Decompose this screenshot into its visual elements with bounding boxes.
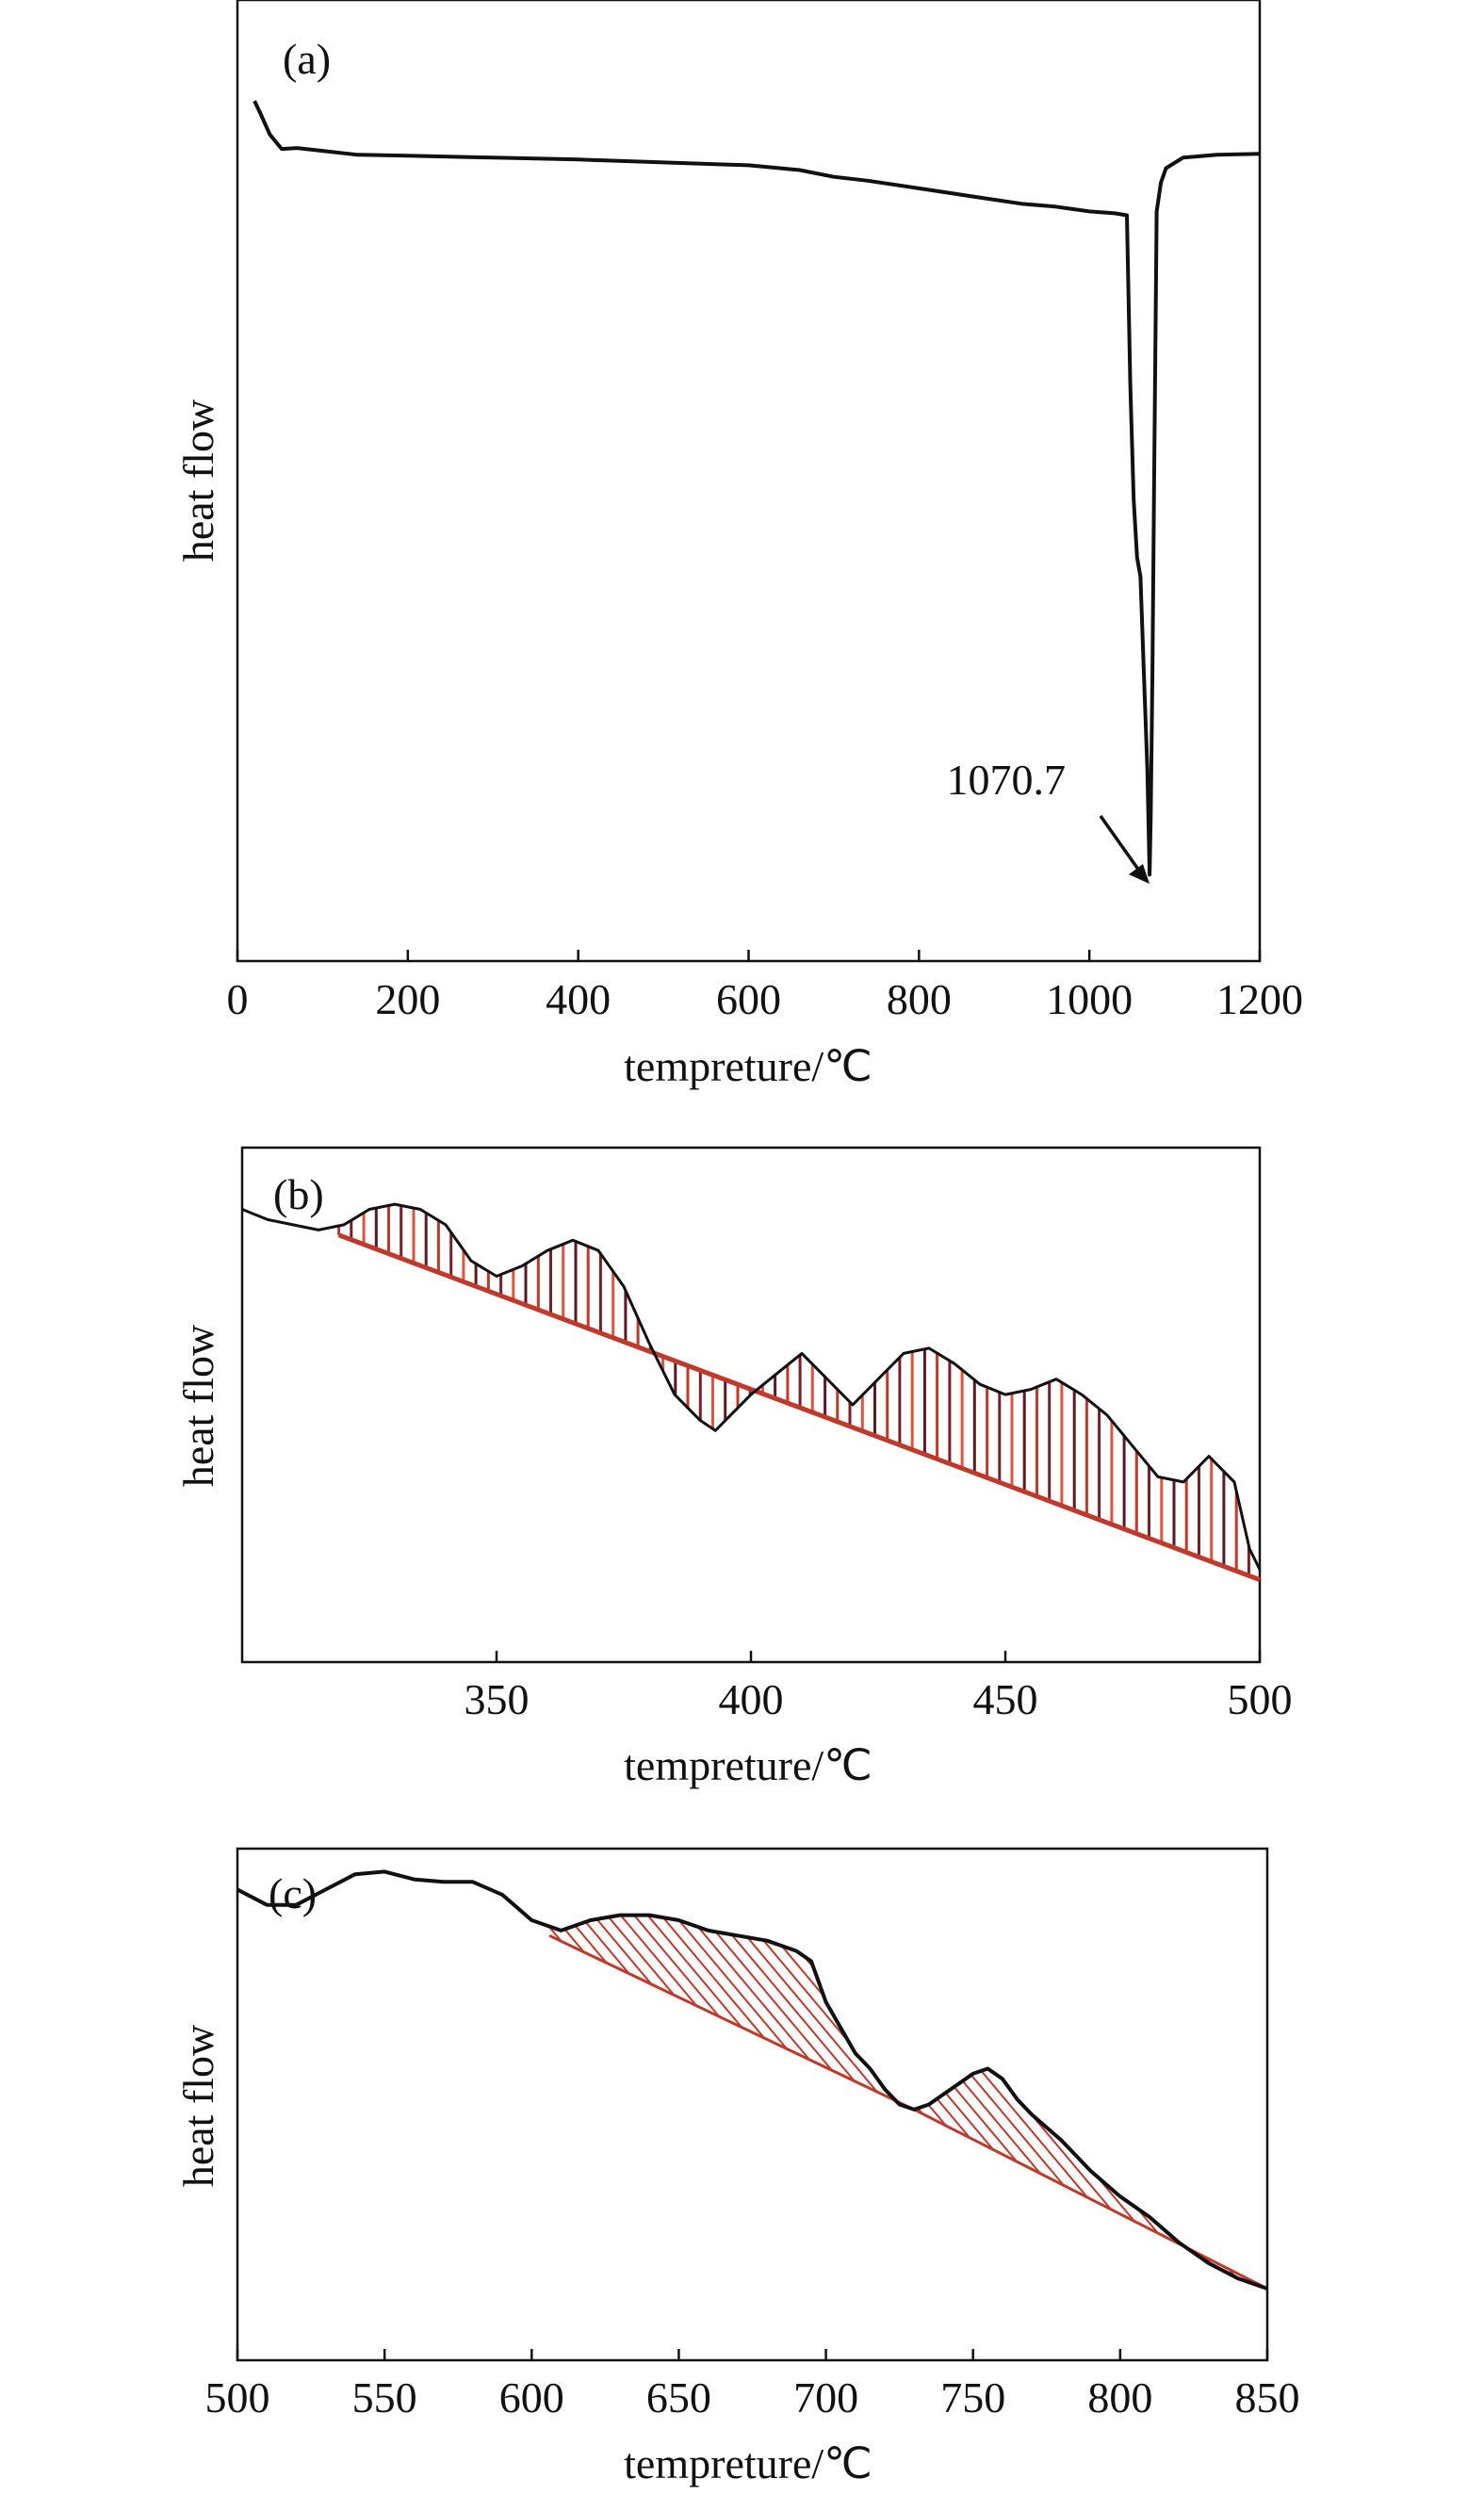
- series-line-a: [253, 100, 1261, 877]
- x-tick-label: 450: [973, 1675, 1038, 1723]
- x-tick-labels-a: 0 200 400 600 800 1000 1200: [227, 975, 1304, 1023]
- series-line-c: [236, 1869, 1268, 2291]
- plot-frame-b: [240, 1146, 1262, 1664]
- panel-b: 350 400 450 500 (b) tempreture/℃ heat flow: [174, 1146, 1293, 1789]
- panel-label-a: (a): [283, 35, 331, 83]
- panel-c: 500 550 600 650 700 750 800 850 (c) tempreture/…: [174, 1847, 1300, 2487]
- baseline-line: [913, 2108, 1268, 2291]
- x-axis-title-c: tempreture/℃: [624, 2439, 872, 2487]
- x-ticks-a: [236, 950, 1262, 961]
- x-tick-label: 800: [1087, 2373, 1152, 2422]
- x-tick-label: 600: [499, 2373, 564, 2422]
- y-axis-title-b: heat flow: [174, 1324, 222, 1487]
- x-tick-label: 850: [1235, 2373, 1300, 2422]
- baseline-line: [548, 1933, 915, 2112]
- x-ticks-c: [236, 2349, 1269, 2360]
- hatched-region: [549, 1915, 915, 2110]
- x-tick-label: 650: [646, 2373, 711, 2422]
- x-tick-label: 500: [205, 2373, 270, 2422]
- x-tick-labels-b: 350 400 450 500: [465, 1675, 1293, 1723]
- x-tick-label: 200: [375, 975, 440, 1023]
- plot-frame-a: [236, 0, 1262, 963]
- peak-annotation-arrowhead: [1129, 864, 1150, 884]
- x-tick-label: 750: [940, 2373, 1005, 2422]
- plot-frame-c: [236, 1847, 1269, 2362]
- x-tick-label: 1000: [1046, 975, 1133, 1023]
- x-tick-label: 500: [1228, 1675, 1293, 1723]
- x-tick-label: 400: [546, 975, 611, 1023]
- x-ticks-b: [495, 1651, 1262, 1662]
- x-tick-label: 1200: [1216, 975, 1303, 1023]
- panel-a: 0 200 400 600 800 1000 1200 (a) tempreture/℃ h…: [174, 0, 1303, 1090]
- panel-label-c: (c): [269, 1869, 317, 1917]
- x-axis-title-b: tempreture/℃: [624, 1741, 872, 1789]
- y-axis-title-a: heat flow: [174, 399, 222, 562]
- peak-annotation-label: 1070.7: [947, 756, 1067, 804]
- series-line-b: [241, 1202, 1262, 1571]
- x-tick-label: 800: [887, 975, 952, 1023]
- panel-label-b: (b): [273, 1170, 324, 1218]
- x-tick-label: 550: [352, 2373, 417, 2422]
- hatch-layer-b: [337, 1205, 1261, 1582]
- x-axis-title-a: tempreture/℃: [624, 1042, 872, 1090]
- x-tick-label: 350: [465, 1675, 530, 1723]
- peak-annotation-arrow-shaft: [1099, 814, 1141, 872]
- y-axis-title-c: heat flow: [174, 2024, 222, 2187]
- baseline-line: [337, 1232, 1261, 1582]
- x-tick-label: 700: [793, 2373, 858, 2422]
- x-tick-label: 400: [719, 1675, 784, 1723]
- hatched-region: [914, 2068, 1267, 2289]
- hatch-layer-c: [548, 1915, 1268, 2291]
- x-tick-label: 600: [716, 975, 781, 1023]
- x-tick-label: 0: [227, 975, 249, 1023]
- x-tick-labels-c: 500 550 600 650 700 750 800 850: [205, 2373, 1300, 2422]
